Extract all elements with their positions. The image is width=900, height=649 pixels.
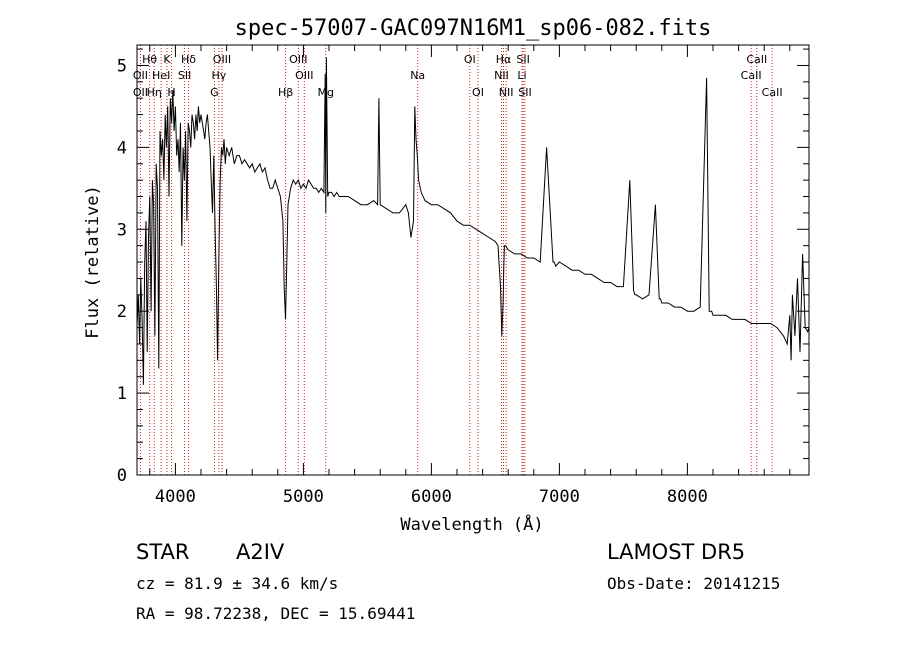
plot-frame — [136, 44, 810, 476]
line-label: Hγ — [212, 69, 227, 82]
line-label: CaII — [746, 53, 767, 66]
line-label: Hα — [496, 53, 512, 66]
line-label: Li — [517, 69, 526, 82]
x-tick-label: 4000 — [155, 487, 196, 507]
y-tick-label: 0 — [117, 466, 127, 486]
line-label: OIII — [213, 53, 231, 66]
line-label: Hη — [147, 86, 162, 99]
y-tick-label: 2 — [117, 302, 127, 322]
line-label: G — [210, 86, 219, 99]
y-tick-label: 3 — [117, 220, 127, 240]
line-label: SII — [516, 53, 529, 66]
x-tick-label: 6000 — [411, 487, 452, 507]
object-class: STAR — [136, 540, 190, 564]
line-label: OI — [472, 86, 484, 99]
line-label: HeI — [152, 69, 170, 82]
y-tick-label: 5 — [117, 56, 127, 76]
y-tick-label: 1 — [117, 384, 127, 404]
survey-name: LAMOST DR5 — [607, 540, 746, 564]
line-label: K — [163, 53, 171, 66]
line-label: H — [167, 86, 175, 99]
line-label: SII — [518, 86, 531, 99]
object-subclass: A2IV — [236, 540, 285, 564]
line-label: CaII — [741, 69, 762, 82]
spectrum-line — [136, 57, 810, 385]
y-tick-label: 4 — [117, 138, 127, 158]
obs-date: Obs-Date: 20141215 — [607, 574, 781, 593]
line-label: Hβ — [278, 86, 293, 99]
line-label: NII — [494, 69, 509, 82]
redshift-cz: cz = 81.9 ± 34.6 km/s — [136, 574, 339, 593]
line-label: OIII — [289, 53, 307, 66]
line-label: OII — [133, 69, 148, 82]
line-label: OIII — [295, 69, 313, 82]
line-label: CaII — [762, 86, 783, 99]
x-tick-label: 8000 — [667, 487, 708, 507]
x-tick-label: 7000 — [539, 487, 580, 507]
line-label: NII — [499, 86, 514, 99]
x-axis-label: Wavelength (Å) — [400, 513, 543, 535]
coordinates: RA = 98.72238, DEC = 15.69441 — [136, 604, 416, 623]
chart-title: spec-57007-GAC097N16M1_sp06-082.fits — [235, 16, 712, 41]
line-label: OI — [464, 53, 476, 66]
line-label: Hθ — [142, 53, 157, 66]
line-label: Na — [410, 69, 425, 82]
line-label: SII — [178, 69, 191, 82]
line-label: Hδ — [181, 53, 196, 66]
x-tick-label: 5000 — [283, 487, 324, 507]
y-axis-label: Flux (relative) — [83, 185, 103, 339]
